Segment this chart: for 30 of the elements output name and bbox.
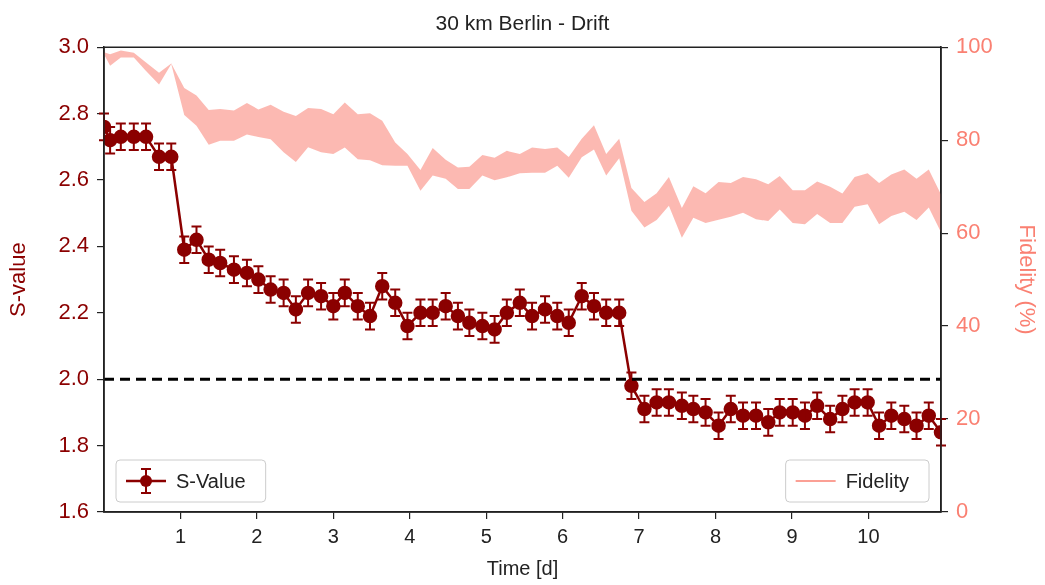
y2-tick-label: 20: [956, 405, 981, 431]
y-tick-label: 2.2: [58, 298, 89, 324]
x-tick-label: 4: [404, 524, 416, 547]
y-tick-label: 1.8: [58, 431, 89, 457]
y2-tick-label: 60: [956, 219, 981, 245]
y2-axis-title: Fidelity (%): [1014, 224, 1040, 335]
x-tick-label: 9: [786, 524, 798, 547]
y-tick-label: 3.0: [58, 33, 89, 59]
x-tick-label: 1: [174, 524, 186, 547]
y2-tick-label: 40: [956, 312, 981, 338]
x-tick-label: 10: [857, 524, 880, 547]
chart-title: 30 km Berlin - Drift: [435, 11, 610, 35]
x-tick-label: 2: [251, 524, 263, 547]
x-axis-title: Time [d]: [486, 556, 559, 579]
x-tick-label: 8: [709, 524, 722, 547]
x-tick-label: 5: [480, 524, 492, 547]
x-tick-label: 6: [557, 524, 569, 547]
legend-label: S-Value: [176, 469, 246, 492]
y-tick-label: 1.6: [58, 498, 89, 524]
y-axis-title: S-value: [5, 242, 31, 317]
legend-label: Fidelity: [845, 469, 910, 492]
y-tick-label: 2.4: [58, 232, 89, 258]
y2-tick-label: 100: [956, 33, 993, 59]
y-tick-label: 2.0: [58, 365, 89, 391]
x-tick-label: 7: [633, 524, 645, 547]
y2-tick-label: 80: [956, 126, 981, 152]
y-tick-label: 2.6: [58, 166, 89, 192]
y-tick-label: 2.8: [58, 99, 89, 125]
x-tick-label: 3: [327, 524, 339, 547]
y2-tick-label: 0: [956, 498, 969, 524]
